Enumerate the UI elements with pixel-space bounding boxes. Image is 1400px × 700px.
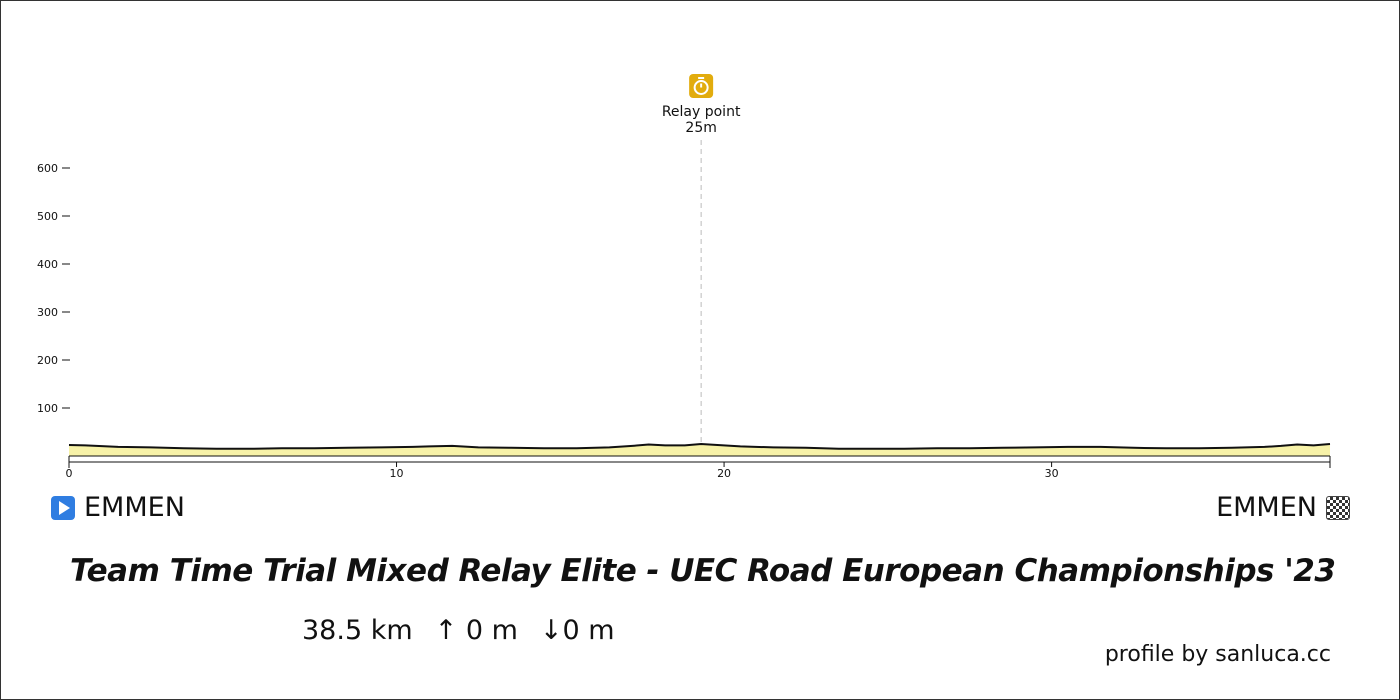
finish-name: EMMEN <box>1216 492 1317 523</box>
start-name: EMMEN <box>84 492 185 523</box>
y-tick-label: 100 <box>37 402 58 415</box>
elevation-area <box>69 444 1330 456</box>
y-tick-label: 300 <box>37 306 58 319</box>
checkered-flag-icon <box>1326 495 1350 520</box>
ascent-value: ↑ 0 m <box>434 615 518 646</box>
y-tick-label: 200 <box>37 354 58 367</box>
chart-title: Team Time Trial Mixed Relay Elite - UEC … <box>70 553 1336 589</box>
credit-text: profile by sanluca.cc <box>1104 642 1331 667</box>
relay-point-label: Relay point <box>662 104 741 120</box>
x-tick-label: 30 <box>1045 467 1059 480</box>
x-tick-label: 20 <box>717 467 731 480</box>
distance-value: 38.5 km <box>302 615 413 646</box>
relay-point-elevation: 25m <box>685 120 716 136</box>
x-tick-label: 0 <box>66 467 73 480</box>
elevation-line <box>68 442 1331 450</box>
start-location: EMMEN <box>51 492 185 523</box>
y-tick-label: 400 <box>37 258 58 271</box>
elevation-profile <box>68 442 1331 457</box>
route-stats: 38.5 km ↑ 0 m ↓0 m <box>302 615 615 646</box>
y-axis: 100 200 300 400 500 600 <box>37 162 70 415</box>
y-tick-label: 500 <box>37 210 58 223</box>
finish-location: EMMEN <box>1216 492 1350 523</box>
stopwatch-icon <box>689 74 714 98</box>
x-axis: 0 10 20 30 <box>66 456 1331 480</box>
y-tick-label: 600 <box>37 162 58 175</box>
descent-value: ↓0 m <box>539 615 615 646</box>
play-icon <box>51 495 75 520</box>
x-tick-label: 10 <box>390 467 404 480</box>
elevation-chart: 100 200 300 400 500 600 0 10 20 30 Relay point25… <box>37 74 1331 480</box>
